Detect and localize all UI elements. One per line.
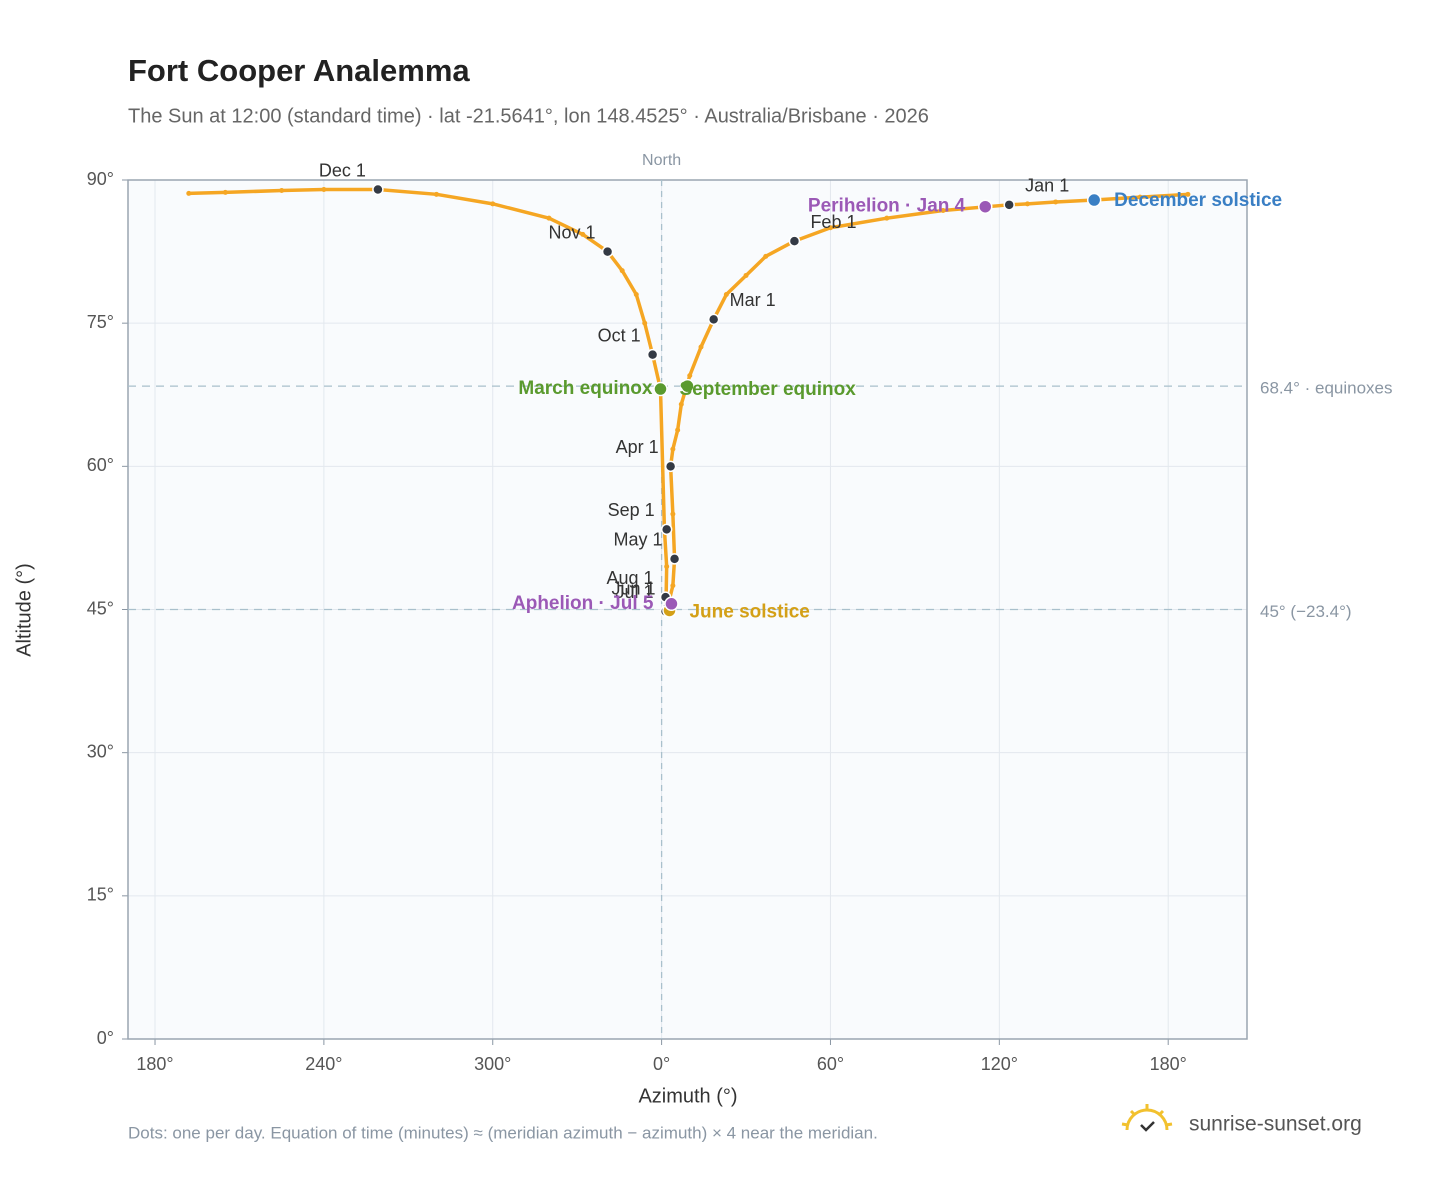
y-axis-label: Altitude (°) [13,563,35,657]
month-dot [707,313,720,326]
x-tick-label: 180° [1150,1054,1187,1074]
month-dot [601,245,614,258]
day-dot [687,373,693,379]
y-tick-label: 15° [87,885,114,905]
month-dot [668,553,681,565]
day-dot [619,268,625,274]
month-dot [664,460,677,473]
x-tick-label: 0° [653,1054,670,1074]
day-dot [1024,201,1030,207]
month-label: Feb 1 [810,212,856,232]
day-dot [186,190,192,196]
x-tick-label: 60° [817,1054,844,1074]
day-dot [321,187,327,193]
month-label: Sep 1 [608,500,655,520]
y-tick-label: 30° [87,741,114,761]
day-dot [1185,191,1191,197]
day-dot [1137,194,1143,200]
event-dot [978,199,993,214]
reference-label: 45° (−23.4°) [1260,602,1352,621]
day-dot [642,320,648,326]
event-dot [653,381,668,397]
event-dot [664,596,679,612]
x-tick-label: 300° [474,1054,511,1074]
day-dot [698,344,704,350]
y-tick-label: 75° [87,312,114,332]
day-dot [827,225,833,231]
y-tick-label: 90° [87,169,114,189]
event-label: June solstice [689,601,809,622]
day-dot [433,191,439,197]
month-dot [646,348,659,361]
day-dot [490,201,496,207]
y-tick-label: 60° [87,455,114,475]
day-dot [678,401,684,407]
day-dot [670,583,676,589]
brand-logo [1121,1104,1173,1132]
footnote: Dots: one per day. Equation of time (min… [128,1123,878,1142]
day-dot [670,446,676,452]
event-label: Aphelion · Jul 5 [512,593,654,614]
north-label: North [642,152,681,169]
x-tick-label: 120° [981,1054,1018,1074]
month-label: Mar 1 [730,290,776,310]
month-label: Nov 1 [549,222,596,242]
month-dot [1003,199,1015,211]
day-dot [664,564,670,570]
day-dot [546,215,552,221]
day-dot [940,208,946,214]
month-label: May 1 [614,530,663,550]
day-dot [884,215,890,221]
brand: sunrise-sunset.org [1189,1113,1362,1136]
month-dot [788,235,801,247]
month-label: Oct 1 [598,325,641,345]
day-dot [723,292,729,298]
day-dot [1053,199,1059,205]
month-label: Jun 1 [611,578,655,598]
reference-label: 68.4° · equinoxes [1260,379,1393,398]
event-label: March equinox [518,378,653,399]
x-tick-label: 180° [136,1054,173,1074]
event-label: September equinox [680,379,857,400]
day-dot [222,189,228,195]
month-dot [660,523,673,536]
day-dot [670,511,676,517]
month-label: Apr 1 [616,437,659,457]
event-label: December solstice [1114,190,1282,211]
month-label: Dec 1 [319,160,366,180]
event-label: Perihelion · Jan 4 [808,196,966,217]
x-axis-label: Azimuth (°) [638,1085,737,1107]
day-dot [743,272,749,278]
subtitle: The Sun at 12:00 (standard time) · lat -… [128,105,929,127]
day-dot [633,292,639,298]
y-tick-label: 0° [97,1028,114,1048]
month-dot [372,183,384,196]
month-label: Jan 1 [1025,176,1069,196]
month-label: Aug 1 [607,568,654,588]
event-dot [680,378,695,394]
x-tick-label: 240° [305,1054,342,1074]
day-dot [763,253,769,259]
day-dot [675,427,681,433]
event-dot [1086,192,1102,208]
chart-title: Fort Cooper Analemma [128,53,470,88]
day-dot [580,231,586,237]
day-dot [279,187,285,193]
month-label: Jul 1 [616,582,654,602]
y-tick-label: 45° [87,598,114,618]
